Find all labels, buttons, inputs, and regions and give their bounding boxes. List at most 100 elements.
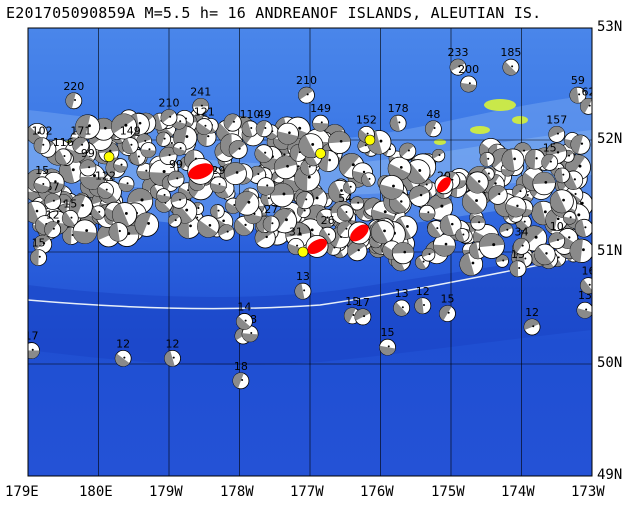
event-beachball — [33, 176, 51, 194]
highlight-beachball — [187, 157, 215, 185]
event-depth-label: 34 — [515, 225, 529, 238]
event-depth-label: 171 — [70, 125, 91, 138]
highlight-beachball — [347, 221, 371, 245]
event-depth-label: 122 — [95, 169, 116, 182]
event-depth-label: 157 — [546, 113, 567, 126]
background-beachball — [112, 202, 138, 228]
event-beachball — [167, 170, 185, 188]
background-beachball — [439, 214, 462, 237]
event-beachball — [121, 137, 139, 155]
lon-label-176w: 176W — [360, 484, 394, 500]
background-beachball — [431, 148, 446, 163]
background-beachball — [256, 177, 276, 196]
background-beachball — [421, 247, 436, 262]
background-beachball — [254, 144, 274, 163]
background-beachball — [499, 223, 514, 238]
event-beachball — [294, 282, 312, 300]
event-depth-label: 54 — [338, 192, 352, 205]
background-beachball — [455, 228, 470, 243]
background-beachball — [408, 185, 431, 207]
event-depth-label: 200 — [458, 63, 479, 76]
event-beachball — [439, 305, 456, 323]
event-beachball — [44, 221, 62, 239]
event-depth-label: 15 — [35, 164, 49, 177]
lon-label-174w: 174W — [501, 484, 535, 500]
background-beachball — [170, 192, 188, 209]
event-beachball — [509, 260, 527, 278]
lon-label-175w: 175W — [431, 484, 465, 500]
event-beachball — [164, 349, 181, 367]
background-beachball — [574, 218, 592, 238]
event-depth-label: 121 — [194, 106, 215, 119]
background-beachball — [534, 243, 556, 266]
event-depth-label: 220 — [63, 80, 84, 93]
background-beachball — [343, 180, 357, 194]
background-beachball — [501, 148, 525, 172]
map-frame — [27, 27, 593, 477]
lon-label-178w: 178W — [220, 484, 254, 500]
lon-label-173w: 173W — [571, 484, 605, 500]
event-beachball — [79, 159, 97, 177]
background-beachball — [197, 215, 220, 238]
event-beachball — [195, 118, 213, 135]
background-beachball — [218, 224, 235, 241]
background-beachball — [224, 162, 247, 185]
event-depth-label: 49 — [257, 108, 271, 121]
event-depth-label: 16 — [581, 265, 595, 278]
lat-label-53n: 53N — [597, 19, 623, 35]
lat-label-52n: 52N — [597, 131, 623, 147]
map-area: 1712121823281413151715131215121316153410… — [28, 28, 595, 476]
event-beachball — [541, 153, 559, 171]
background-beachball — [273, 155, 298, 180]
background-beachball — [532, 171, 556, 196]
lon-label-179e: 179E — [5, 484, 39, 500]
event-beachball — [502, 58, 520, 76]
background-beachball — [296, 191, 314, 210]
background-beachball — [276, 122, 299, 145]
lat-label-50n: 50N — [597, 355, 623, 371]
event-depth-label: 210 — [159, 97, 180, 110]
event-depth-label: 13 — [296, 270, 310, 283]
background-beachball — [91, 205, 106, 220]
event-depth-label: 10 — [550, 220, 564, 233]
event-beachball — [209, 176, 227, 194]
event-beachball — [460, 75, 478, 93]
event-beachball — [424, 120, 442, 138]
event-depth-label: 99 — [169, 158, 183, 171]
event-beachball — [548, 125, 566, 143]
background-beachball — [478, 232, 505, 259]
event-beachball — [336, 204, 354, 222]
event-depth-label: 48 — [426, 108, 440, 121]
background-beachball — [223, 113, 242, 132]
event-beachball — [393, 299, 411, 317]
event-depth-label: 116 — [53, 136, 74, 149]
event-beachball — [379, 338, 396, 356]
event-depth-label: 15 — [381, 326, 395, 339]
event-depth-label: 62 — [581, 85, 595, 98]
background-beachball — [361, 172, 376, 187]
lon-label-179w: 179W — [149, 484, 183, 500]
event-depth-label: 149 — [310, 102, 331, 115]
event-depth-label: 15 — [32, 237, 46, 250]
event-depth-label: 13 — [395, 287, 409, 300]
event-beachball — [580, 277, 592, 294]
background-beachball — [270, 182, 295, 208]
event-beachball — [336, 221, 354, 239]
background-beachball — [418, 204, 436, 222]
background-beachball — [113, 158, 128, 173]
background-beachball — [172, 141, 187, 156]
background-beachball — [554, 167, 570, 184]
event-depth-label: 233 — [448, 46, 469, 59]
background-beachball — [432, 233, 456, 257]
background-beachball — [156, 131, 172, 147]
event-beachball — [72, 137, 90, 155]
event-depth-label: 17 — [356, 296, 370, 309]
event-depth-label: 31 — [289, 225, 303, 238]
background-beachball — [392, 242, 415, 265]
event-depth-label: 27 — [264, 203, 278, 216]
event-beachball — [241, 120, 259, 138]
event-beachball — [44, 193, 62, 211]
event-beachball — [513, 237, 530, 255]
event-depth-label: 152 — [356, 113, 377, 126]
